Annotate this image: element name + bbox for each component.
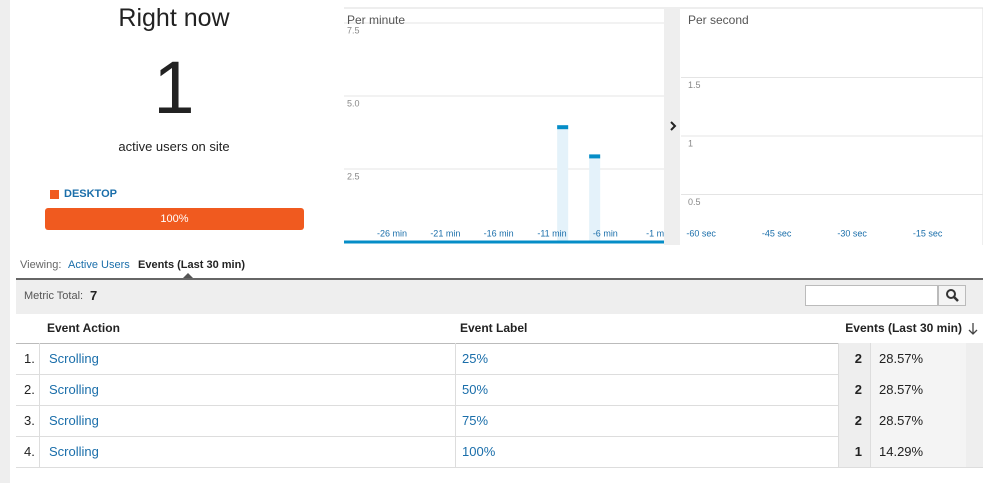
- scroll-gutter: [966, 436, 983, 467]
- cell-divider: [455, 436, 456, 467]
- scroll-gutter: [966, 374, 983, 405]
- x-tick-label: -11 min: [537, 228, 566, 238]
- x-tick-label: -60 sec: [686, 228, 716, 238]
- subtitle: active users on site: [118, 139, 230, 154]
- row-index: 4.: [16, 436, 40, 467]
- event-label[interactable]: 50%: [462, 382, 489, 397]
- bar: [589, 154, 601, 242]
- y-tick-label: 0.5: [688, 197, 701, 207]
- x-tick-label: -26 min: [377, 228, 407, 238]
- bar-cap: [589, 154, 601, 159]
- device-bar: 100%: [45, 208, 304, 230]
- chart: 2.5 5.0 7.5 -26 min -21 min -16 min -11 min -6 …: [344, 22, 671, 244]
- metric-total: 7: [90, 288, 98, 303]
- metric-total-label: Metric Total:: [24, 290, 84, 302]
- event-action[interactable]: Scrolling: [49, 413, 99, 428]
- chart-title: Per second: [688, 13, 749, 27]
- cell-divider: [455, 374, 456, 405]
- search-button[interactable]: [938, 285, 966, 306]
- column-header[interactable]: Event Action: [47, 321, 120, 335]
- x-tick-label: -45 sec: [762, 228, 792, 238]
- viewing-label: Viewing:: [20, 259, 62, 271]
- device-swatch: [50, 190, 59, 199]
- event-count: 1: [838, 436, 870, 467]
- row-index: 3.: [16, 405, 40, 436]
- column-header[interactable]: Events (Last 30 min): [845, 321, 962, 335]
- y-tick-label: 5.0: [347, 98, 360, 108]
- bar: [557, 125, 569, 242]
- bar-cap: [557, 125, 569, 130]
- event-action[interactable]: Scrolling: [49, 351, 99, 366]
- scroll-gutter: [966, 343, 983, 374]
- event-percent: 28.57%: [870, 343, 966, 374]
- event-label[interactable]: 25%: [462, 351, 489, 366]
- column-header[interactable]: Event Label: [460, 321, 528, 335]
- x-tick-label: -30 sec: [837, 228, 867, 238]
- event-percent: 28.57%: [870, 374, 966, 405]
- row: 1. Scrolling 25% 2 28.57%: [16, 343, 983, 375]
- x-tick-label: -16 min: [484, 228, 514, 238]
- x-tick-label: -1 min: [646, 228, 671, 238]
- y-tick-label: 1: [688, 138, 693, 148]
- header-row: Event Action Event Label Events (Last 30…: [16, 314, 983, 344]
- charts: 2.5 5.0 7.5 -26 min -21 min -16 min -11 min -6 …: [344, 7, 983, 245]
- event-label[interactable]: 75%: [462, 413, 489, 428]
- tab-active[interactable]: Events (Last 30 min): [138, 259, 245, 271]
- title: Right now: [118, 4, 230, 32]
- event-label[interactable]: 100%: [462, 444, 496, 459]
- x-tick-label: -6 min: [593, 228, 618, 238]
- chart: 0.5 1 1.5 -60 sec -45 sec -30 sec -15 sec: [681, 77, 983, 238]
- divider: [664, 8, 680, 245]
- event-count: 2: [838, 343, 870, 374]
- scroll-gutter: [966, 405, 983, 436]
- row: 3. Scrolling 75% 2 28.57%: [16, 405, 983, 437]
- expand-arrow[interactable]: [670, 121, 677, 131]
- cell-divider: [455, 343, 456, 374]
- event-action[interactable]: Scrolling: [49, 382, 99, 397]
- event-percent: 14.29%: [870, 436, 966, 467]
- left-strip: [0, 0, 10, 483]
- device-label: DESKTOP: [64, 188, 117, 200]
- row-index: 2.: [16, 374, 40, 405]
- y-tick-label: 2.5: [347, 171, 360, 181]
- cell-divider: [455, 405, 456, 436]
- event-percent: 28.57%: [870, 405, 966, 436]
- row-index: 1.: [16, 343, 40, 374]
- event-count: 2: [838, 374, 870, 405]
- y-tick-label: 7.5: [347, 25, 360, 35]
- tab[interactable]: Active Users: [68, 259, 130, 271]
- sort-arrow: [968, 323, 978, 335]
- chart-title: Per minute: [347, 13, 405, 27]
- x-tick-label: -21 min: [430, 228, 460, 238]
- y-tick-label: 1.5: [688, 80, 701, 90]
- active-users: 1: [153, 46, 195, 129]
- row: 4. Scrolling 100% 1 14.29%: [16, 436, 983, 468]
- tab-pointer: [182, 273, 194, 279]
- x-tick-label: -15 sec: [913, 228, 943, 238]
- row: 2. Scrolling 50% 2 28.57%: [16, 374, 983, 406]
- event-count: 2: [838, 405, 870, 436]
- event-action[interactable]: Scrolling: [49, 444, 99, 459]
- search-box[interactable]: [805, 285, 938, 306]
